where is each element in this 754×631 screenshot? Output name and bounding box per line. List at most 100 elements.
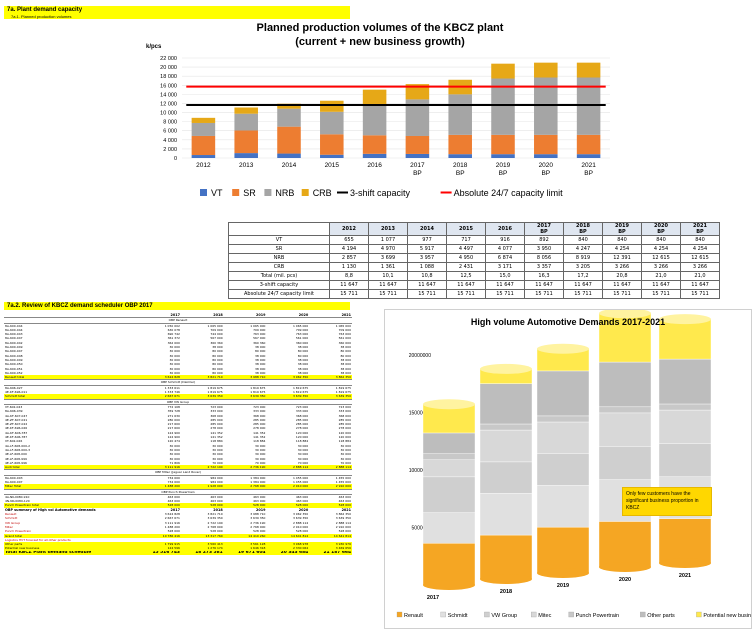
bar-segment-nrb bbox=[576, 77, 601, 135]
x-tick-label: 2017 bbox=[410, 162, 425, 169]
table-cell: 3 639 350 bbox=[292, 516, 309, 521]
table-row: VT 655 1 077 977 717 916 892 840 840 840 840 bbox=[228, 235, 720, 245]
bar-segment-other-parts bbox=[658, 358, 712, 405]
table-cell: 8,8 bbox=[329, 271, 369, 281]
column-header: 2017 BP bbox=[524, 222, 564, 236]
table-cell: 70 000 bbox=[254, 460, 266, 465]
table-cell: 1 819 675 bbox=[207, 385, 223, 390]
row-label: 8A-600-047 bbox=[5, 336, 23, 341]
table-cell: 30 000 bbox=[297, 447, 309, 452]
table-cell: 3 357 bbox=[524, 262, 564, 272]
table-cell: 3 469 656 bbox=[309, 546, 352, 551]
bar-segment-sr bbox=[277, 126, 301, 154]
table-cell: 2 888 114 bbox=[335, 520, 351, 525]
table-row: 3-shift capacity 11 647 11 647 11 647 11 647… bbox=[228, 280, 720, 290]
bar-segment-nrb bbox=[491, 78, 515, 135]
table-cell: 723 000 bbox=[295, 404, 309, 409]
bar-segment-sr bbox=[534, 134, 558, 155]
table-cell: 561 000 bbox=[295, 336, 309, 341]
table-cell: 38 000 bbox=[340, 357, 352, 362]
schedule-row: OBP Renault bbox=[4, 317, 352, 324]
row-label: VT-602-026 bbox=[5, 439, 23, 444]
table-cell: 12,5 bbox=[446, 271, 486, 281]
row-label: Schmidt total bbox=[4, 394, 139, 400]
row-label: CRB bbox=[228, 262, 330, 272]
table-cell: 217 600 bbox=[167, 422, 180, 427]
cylinder-base bbox=[480, 574, 532, 584]
table-cell: 3 639 350 bbox=[207, 516, 223, 521]
table-cell: 1 928 000 bbox=[180, 484, 224, 490]
table-cell: 916 bbox=[485, 235, 525, 245]
table-cell: 1 065 000 bbox=[207, 323, 223, 328]
bar-segment-nrb bbox=[448, 94, 472, 135]
table-cell: 30 000 bbox=[169, 370, 180, 375]
bar-segment-potential-new-business bbox=[598, 313, 652, 363]
table-cell: 528 000 bbox=[253, 529, 266, 534]
table-cell: 1 361 bbox=[368, 262, 408, 272]
schedule-row: 8A-696-027 1 333 611 1 819 675 1 819 675 1 8… bbox=[4, 385, 352, 390]
table-cell: 2 722 190 bbox=[180, 465, 224, 470]
table-cell: 3 988 710 bbox=[223, 375, 267, 380]
chart-title-line: (current + new business growth) bbox=[295, 36, 465, 48]
table-cell: 3 624 828 bbox=[138, 375, 181, 380]
table-cell: 630 078 bbox=[167, 327, 180, 332]
chart-title: High volume Automotive Demands 2017-2021 bbox=[470, 317, 666, 327]
table-cell: 285 000 bbox=[210, 417, 223, 422]
table-cell: 30 000 bbox=[297, 456, 309, 461]
table-cell: 984 000 bbox=[210, 479, 223, 484]
table-cell: 118 884 bbox=[338, 439, 351, 444]
table-cell: 528 000 bbox=[266, 503, 310, 508]
table-cell: 30 000 bbox=[169, 452, 180, 457]
table-cell: 11 647 bbox=[680, 280, 720, 290]
table-row: Total (mil. pcs) 8,8 10,1 10,8 12,5 15,0 16,3 1… bbox=[228, 271, 720, 281]
section-subtitle: 7a.1. Planned production volumes bbox=[11, 14, 72, 19]
cylinder-top bbox=[480, 363, 532, 374]
cylinder-base bbox=[423, 580, 475, 590]
table-cell: 528 000 bbox=[223, 503, 267, 508]
table-cell: 709 000 bbox=[338, 327, 351, 332]
row-label: Schmidt bbox=[5, 516, 18, 521]
table-cell: 120 474 bbox=[167, 439, 180, 444]
bar-segment-vt bbox=[234, 153, 258, 158]
table-cell: 2 910 000 bbox=[335, 524, 351, 529]
row-label: VT bbox=[228, 235, 330, 245]
table-cell: 30 000 bbox=[212, 452, 223, 457]
table-cell: 10,1 bbox=[368, 271, 408, 281]
schedule-row: 8A-600-007 734 000 984 000 1 384 000 1 455 0… bbox=[4, 480, 352, 484]
table-cell: 360 360 bbox=[253, 340, 266, 345]
legend-label: Other parts bbox=[647, 613, 675, 619]
table-cell: 80 000 bbox=[212, 362, 223, 367]
row-label: Absolute 24/7 capacity limit bbox=[228, 289, 330, 299]
bar-segment-nrb bbox=[277, 108, 301, 127]
table-cell: 1 333 611 bbox=[164, 385, 180, 390]
table-cell: 80 000 bbox=[340, 349, 352, 354]
table-cell: 2 910 000 bbox=[266, 484, 310, 490]
row-label: Total (mil. pcs) bbox=[228, 271, 330, 281]
table-cell: 285 000 bbox=[253, 417, 266, 422]
row-label: 4A-LF-608-000-2 bbox=[5, 443, 30, 448]
x-tick-label: 2015 bbox=[325, 162, 340, 169]
table-cell: 1 077 bbox=[368, 235, 408, 245]
row-label: 4E-ZF-607-021 bbox=[5, 417, 28, 422]
table-header-row: 2012 2013 2014 2015 2016 2017 BP 2018 BP 2019 BP 20… bbox=[228, 222, 720, 236]
table-cell: 368 000 bbox=[210, 413, 223, 418]
column-header: 2018 BP bbox=[563, 222, 603, 236]
bar-segment-other-parts bbox=[536, 370, 590, 417]
table-cell: 30 000 bbox=[169, 456, 180, 461]
bar-segment-vt bbox=[491, 154, 515, 158]
bar-segment-mitec bbox=[479, 429, 533, 463]
row-label: 4A-KF-607-047 bbox=[5, 413, 28, 418]
table-cell: 3 639 350 bbox=[223, 394, 267, 400]
table-cell: 30 000 bbox=[212, 447, 223, 452]
table-cell: 1 455 000 bbox=[292, 475, 309, 480]
cylinder-top bbox=[537, 343, 589, 354]
table-cell: 3 111 916 bbox=[164, 520, 180, 525]
schedule-row: 8A-600-049 30 000 38 000 38 000 38 000 38 000 bbox=[4, 345, 352, 349]
table-cell: 763 000 bbox=[338, 332, 351, 337]
table-cell: 124 596 bbox=[138, 546, 181, 551]
table-cell: 15 711 bbox=[329, 289, 369, 299]
table-cell: 723 000 bbox=[338, 404, 351, 409]
table-cell: 12 615 bbox=[680, 253, 720, 263]
table-cell: 14 410 260 bbox=[223, 533, 267, 538]
schedule-row: Renault total 3 624 828 3 821 710 3 988 710… bbox=[4, 375, 352, 380]
